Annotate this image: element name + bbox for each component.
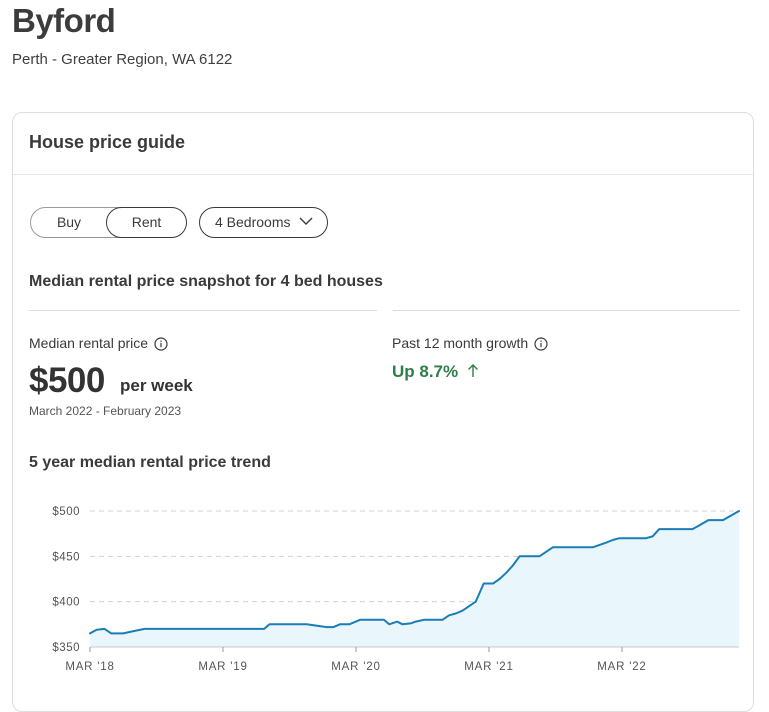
house-price-guide-card: House price guide Buy Rent 4 Bedrooms Me… <box>12 112 754 712</box>
x-tick-label: MAR '20 <box>331 661 380 673</box>
median-price-period: March 2022 - February 2023 <box>29 404 182 418</box>
divider <box>29 310 377 311</box>
rental-trend-chart: $350 $400 $450 $500 MAR '18 MAR '19 MAR '20 MAR… <box>52 506 740 673</box>
x-tick-label: MAR '19 <box>198 661 247 673</box>
median-price-value: $500 <box>29 361 105 400</box>
median-price-unit: per week <box>120 376 193 395</box>
divider <box>393 310 740 311</box>
growth-value: Up 8.7% <box>392 362 459 381</box>
bedrooms-dropdown-value: 4 Bedrooms <box>215 214 291 230</box>
trend-line <box>89 510 740 635</box>
rent-toggle-button[interactable]: Rent <box>106 207 187 238</box>
arrow-up-icon <box>468 364 478 377</box>
x-tick-label: MAR '22 <box>597 661 646 673</box>
y-tick-label: $350 <box>52 642 80 654</box>
growth-label: Past 12 month growth <box>392 335 529 351</box>
card-header: House price guide <box>13 113 753 175</box>
suburb-title: Byford <box>12 2 116 39</box>
buy-rent-toggle[interactable]: Buy Rent <box>30 207 187 238</box>
x-tick-label: MAR '21 <box>464 661 513 673</box>
chevron-down-icon <box>299 217 313 225</box>
trend-area <box>90 511 739 647</box>
median-price-label-row: Median rental price <box>29 335 168 351</box>
card-title: House price guide <box>29 132 186 152</box>
suburb-region: Perth - Greater Region, WA 6122 <box>12 51 233 68</box>
y-tick-label: $450 <box>52 551 80 563</box>
y-tick-label: $500 <box>52 506 80 518</box>
median-price-label: Median rental price <box>29 335 149 351</box>
x-tick-label: MAR '18 <box>65 661 114 673</box>
y-tick-label: $400 <box>52 597 80 609</box>
snapshot-title: Median rental price snapshot for 4 bed h… <box>29 273 383 290</box>
buy-toggle-button[interactable]: Buy <box>56 214 82 230</box>
trend-title: 5 year median rental price trend <box>29 454 271 471</box>
growth-label-row: Past 12 month growth <box>392 335 548 351</box>
bedrooms-dropdown[interactable]: 4 Bedrooms <box>199 207 328 238</box>
info-icon[interactable] <box>534 337 548 351</box>
info-icon[interactable] <box>154 337 168 351</box>
